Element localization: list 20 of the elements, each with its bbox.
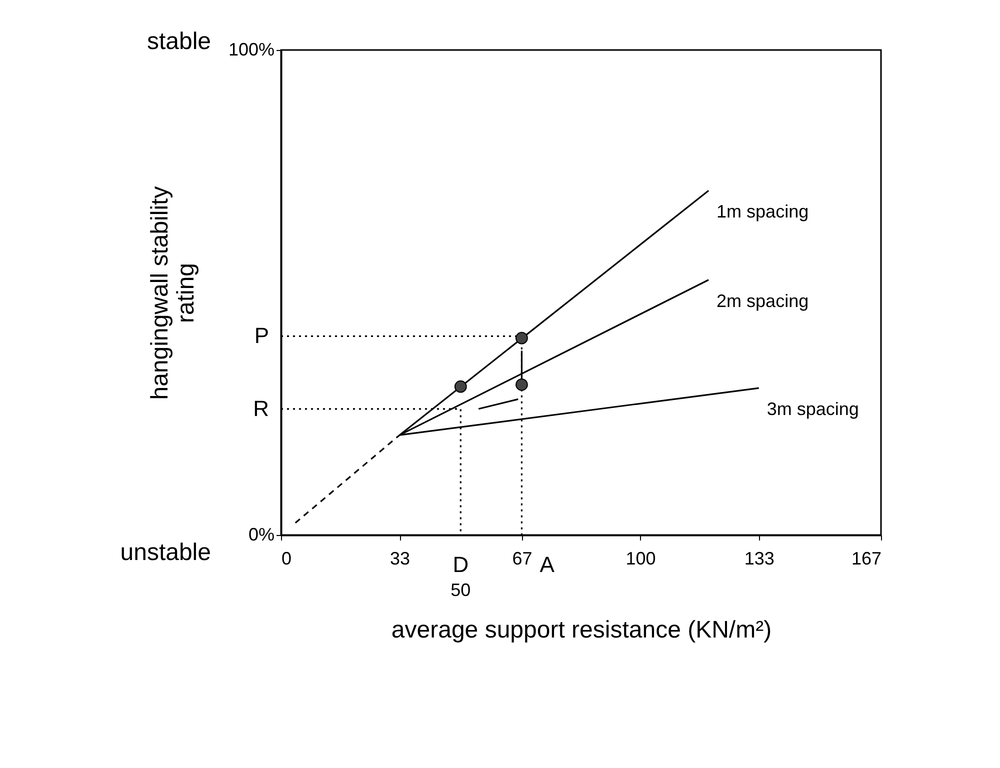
series-label: 2m spacing [716, 290, 809, 311]
series-label: 1m spacing [716, 202, 809, 222]
text: stable [146, 28, 211, 55]
x-tick-label: 33 [390, 548, 410, 568]
annotation: P [254, 323, 269, 348]
x-tick-label: 133 [744, 548, 774, 568]
annotation: R [253, 396, 269, 421]
annotation: D [452, 552, 469, 577]
annotation: A [540, 552, 555, 577]
text: unstable [120, 539, 211, 566]
y-axis-title: hangingwall stability rating [146, 186, 200, 400]
x-tick-label: 0 [282, 548, 292, 568]
y-tick-label: 100% [228, 40, 274, 60]
x-tick-label: 167 [851, 548, 882, 568]
y-tick-label: 0% [248, 524, 274, 544]
x-tick-label: 67 [512, 548, 532, 568]
x-tick-label: 100 [626, 548, 656, 568]
x-axis-title: average support resistance (KN/m²) [391, 616, 772, 644]
series-label: 3m spacing [766, 399, 859, 420]
annotation: 50 [450, 580, 471, 600]
